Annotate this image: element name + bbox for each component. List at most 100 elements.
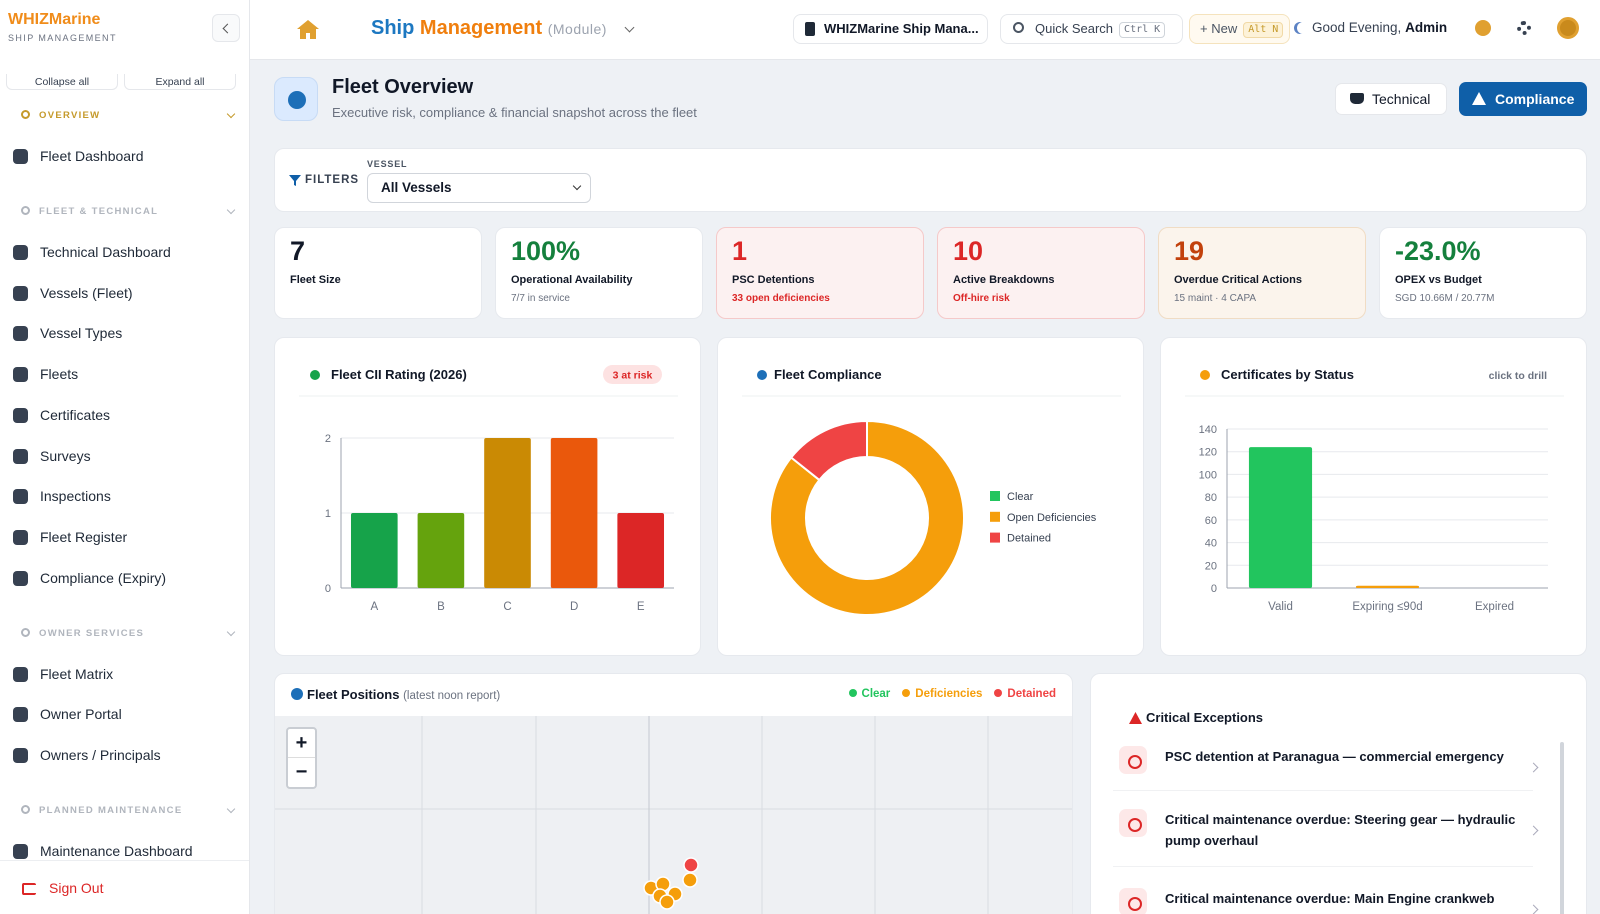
- cii-card: Fleet CII Rating (2026) 3 at risk 0 1 2 A B C D E: [274, 337, 701, 656]
- kpi-sub: 7/7 in service: [511, 293, 570, 304]
- nav-item[interactable]: Compliance (Expiry): [12, 566, 238, 590]
- exception-item[interactable]: Critical maintenance overdue: Main Engin…: [1113, 878, 1539, 914]
- donut-slice[interactable]: [769, 419, 965, 616]
- nav-label: Fleet Dashboard: [40, 148, 144, 164]
- chart-note[interactable]: click to drill: [1489, 370, 1547, 382]
- search-icon: [1013, 22, 1024, 33]
- nav-item[interactable]: Vessel Types: [12, 321, 238, 345]
- map[interactable]: [275, 716, 1073, 914]
- help-icon[interactable]: [1475, 20, 1491, 36]
- exception-item[interactable]: Critical maintenance overdue: Steering g…: [1113, 799, 1539, 867]
- exception-icon: [1119, 809, 1147, 837]
- exception-item[interactable]: PSC detention at Paranagua — commercial …: [1113, 736, 1539, 791]
- technical-button[interactable]: Technical: [1335, 83, 1447, 115]
- new-button[interactable]: + New Alt N: [1189, 14, 1290, 44]
- vessel-label: VESSEL: [367, 159, 408, 169]
- y-tick-label: 60: [1205, 515, 1217, 527]
- nav-item[interactable]: Inspections: [12, 484, 238, 508]
- nav-icon: [13, 707, 28, 723]
- nav-icon: [13, 245, 28, 260]
- zoom-in[interactable]: +: [288, 729, 315, 758]
- compliance-button[interactable]: Compliance: [1459, 82, 1587, 116]
- map-legend: Clear Deficiencies Detained: [848, 688, 1056, 700]
- map-heading: Fleet Positions (latest noon report): [307, 687, 500, 702]
- vessel-marker[interactable]: [659, 894, 675, 910]
- nav-label: Surveys: [40, 447, 91, 464]
- nav-item[interactable]: Vessels (Fleet): [12, 281, 238, 305]
- nav-item[interactable]: Certificates: [12, 403, 238, 427]
- module-title[interactable]: Ship Management (Module): [371, 17, 607, 40]
- exception-title: Critical maintenance overdue: Main Engin…: [1165, 891, 1495, 906]
- nav-item[interactable]: Fleet Dashboard: [12, 144, 238, 168]
- vessel-select[interactable]: All Vessels: [367, 173, 591, 203]
- nav-item[interactable]: Surveys: [12, 444, 238, 468]
- bar[interactable]: [1355, 585, 1420, 588]
- zoom-out[interactable]: −: [295, 761, 308, 783]
- bar[interactable]: [350, 513, 398, 588]
- sidebar-nav: Collapse all Expand all OVERVIEW Fleet Da…: [0, 0, 249, 860]
- certificates-card: Certificates by Status click to drill 0 20 4…: [1160, 337, 1587, 656]
- filters-card: FILTERS VESSEL All Vessels: [274, 148, 1587, 212]
- collapse-sidebar[interactable]: [212, 14, 240, 42]
- zoom-control: + −: [286, 727, 317, 789]
- nav-section[interactable]: PLANNED MAINTENANCE: [18, 801, 240, 821]
- avatar[interactable]: [1557, 17, 1579, 39]
- nav-icon: [13, 489, 28, 505]
- x-tick-label: Expiring ≤90d: [1352, 601, 1422, 613]
- sign-out[interactable]: Sign Out: [49, 880, 104, 896]
- x-tick-label: C: [503, 601, 511, 613]
- brand-sub: SHIP MANAGEMENT: [8, 33, 117, 43]
- section-chevron: [226, 627, 236, 636]
- new-key: Alt N: [1243, 22, 1284, 38]
- nav-item[interactable]: Technical Dashboard: [12, 240, 238, 264]
- bar[interactable]: [484, 438, 531, 588]
- search-key: Ctrl K: [1119, 22, 1166, 38]
- collapse-all[interactable]: Collapse all: [6, 74, 118, 90]
- kpi-sub: SGD 10.66M / 20.77M: [1395, 293, 1495, 304]
- quick-search[interactable]: Quick Search Ctrl K: [1000, 14, 1183, 44]
- company-switch[interactable]: WHIZMarine Ship Mana...: [793, 14, 988, 44]
- bar[interactable]: [417, 513, 465, 588]
- legend-label: Clear: [861, 688, 891, 700]
- nav-item[interactable]: Owners / Principals: [12, 743, 238, 767]
- chart-icon: [1200, 370, 1210, 380]
- bar[interactable]: [550, 438, 598, 588]
- nav-icon: [13, 844, 28, 859]
- scrollbar[interactable]: [1560, 742, 1564, 914]
- kpi-sub: 33 open deficiencies: [732, 293, 830, 304]
- filters-label: FILTERS: [305, 174, 360, 186]
- nav-item[interactable]: Fleets: [12, 362, 238, 386]
- legend-dot: [902, 689, 911, 697]
- nav-item[interactable]: Fleet Matrix: [12, 662, 238, 686]
- x-tick-label: B: [437, 601, 445, 613]
- vessel-marker[interactable]: [682, 872, 698, 888]
- settings-icon[interactable]: [1517, 21, 1531, 35]
- nav-section[interactable]: FLEET & TECHNICAL: [18, 202, 240, 222]
- expand-all[interactable]: Expand all: [124, 74, 236, 90]
- nav-section[interactable]: OVERVIEW: [18, 106, 240, 126]
- vessel-markers: [643, 857, 699, 910]
- ship-icon: [1350, 93, 1364, 104]
- legend-item: Clear: [848, 688, 891, 700]
- nav-item[interactable]: Owner Portal: [12, 702, 238, 726]
- nav-icon: [13, 570, 28, 586]
- bar[interactable]: [1248, 447, 1313, 588]
- legend-label: Deficiencies: [915, 688, 983, 700]
- compliance-chart: Fleet Compliance Clear Open Deficiencies De…: [742, 367, 1121, 616]
- map-graticule: [275, 716, 1072, 914]
- home-icon[interactable]: [296, 18, 320, 40]
- greeting-text: Good Evening,: [1312, 20, 1402, 35]
- vessel-marker[interactable]: [683, 857, 699, 873]
- exception-title: Critical maintenance overdue: Steering g…: [1165, 812, 1516, 848]
- nav-section[interactable]: OWNER SERVICES: [18, 624, 240, 644]
- nav-item[interactable]: Maintenance Dashboard: [12, 839, 238, 860]
- nav-label: Fleet Register: [40, 528, 128, 545]
- bar[interactable]: [617, 513, 665, 588]
- vessel-value: All Vessels: [381, 180, 452, 195]
- donut-slice[interactable]: [789, 419, 868, 482]
- exception-icon: [1119, 888, 1147, 914]
- kpi-label: Active Breakdowns: [953, 274, 1055, 286]
- filter-icon: [289, 175, 301, 186]
- chart-icon: [757, 370, 767, 380]
- nav-item[interactable]: Fleet Register: [12, 525, 238, 549]
